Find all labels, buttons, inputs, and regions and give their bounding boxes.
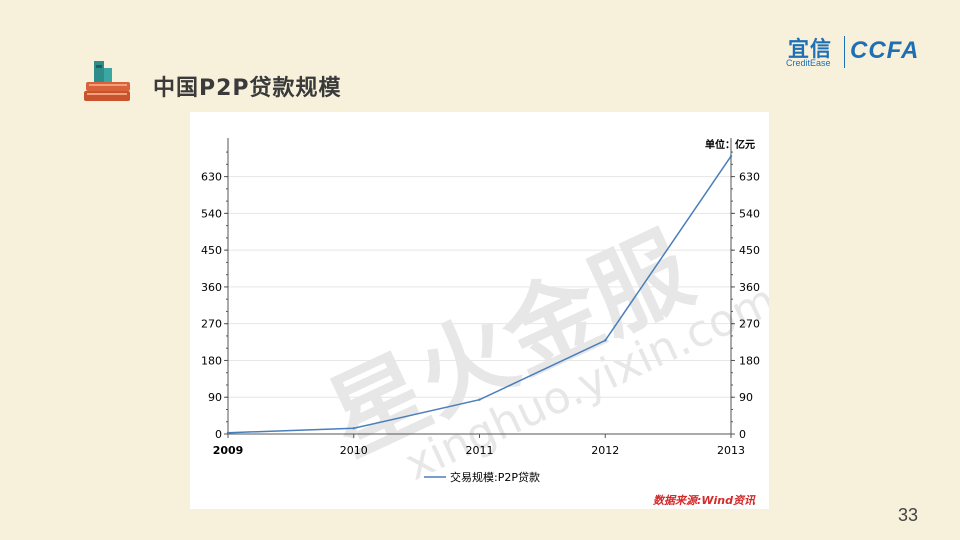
x-tick-label: 2009 — [213, 444, 244, 457]
logo-en-text: CreditEase — [786, 58, 831, 68]
x-tick-label: 2012 — [591, 444, 619, 457]
y-tick-label-right: 0 — [739, 428, 746, 441]
y-tick-label-left: 0 — [215, 428, 222, 441]
legend-label: 交易规模:P2P贷款 — [450, 470, 540, 484]
data-point — [478, 398, 481, 401]
data-point — [604, 339, 607, 342]
books-icon — [82, 58, 134, 104]
data-point — [352, 427, 355, 430]
y-tick-label-right: 90 — [739, 391, 753, 404]
y-tick-label-left: 450 — [201, 244, 222, 257]
logo-divider — [844, 36, 845, 68]
company-logo: 宜信 CreditEase CCFA — [784, 33, 934, 73]
y-tick-label-left: 270 — [201, 318, 222, 331]
y-tick-label-left: 180 — [201, 354, 222, 367]
data-point — [729, 154, 733, 158]
grid-layer — [228, 176, 731, 398]
logo-cn-text: 宜信 — [788, 37, 832, 61]
y-tick-label-right: 270 — [739, 318, 760, 331]
source-note: 数据来源:Wind资讯 — [653, 494, 756, 507]
x-tick-label: 2013 — [717, 444, 745, 457]
y-tick-label-left: 540 — [201, 207, 222, 220]
y-tick-label-right: 360 — [739, 281, 760, 294]
series-layer — [226, 154, 733, 434]
chart-panel: 星火金服 xinghuo.yixin.com 0 0 90 90 180 180 270 27… — [190, 112, 769, 509]
x-tick-label: 2011 — [466, 444, 494, 457]
y-tick-label-left: 630 — [201, 171, 222, 184]
y-tick-label-left: 360 — [201, 281, 222, 294]
y-tick-label-right: 450 — [739, 244, 760, 257]
page-number: 33 — [898, 505, 919, 525]
y-tick-label-left: 90 — [208, 391, 222, 404]
data-point — [226, 431, 230, 434]
page-title: 中国P2P贷款规模 — [153, 76, 342, 101]
line-chart: 星火金服 xinghuo.yixin.com 0 0 90 90 180 180 270 27… — [201, 138, 769, 507]
y-tick-label-right: 630 — [739, 171, 760, 184]
axes-layer: 0 0 90 90 180 180 270 270 360 360 450 450 540 540 630 6… — [201, 138, 760, 457]
watermark: 星火金服 xinghuo.yixin.com — [312, 213, 769, 491]
legend: 交易规模:P2P贷款 — [424, 470, 540, 484]
unit-label: 单位：亿元 — [705, 138, 755, 151]
x-tick-label: 2010 — [340, 444, 368, 457]
logo-ccfa-text: CCFA — [850, 37, 920, 64]
y-tick-label-right: 540 — [739, 207, 760, 220]
y-tick-label-right: 180 — [739, 354, 760, 367]
